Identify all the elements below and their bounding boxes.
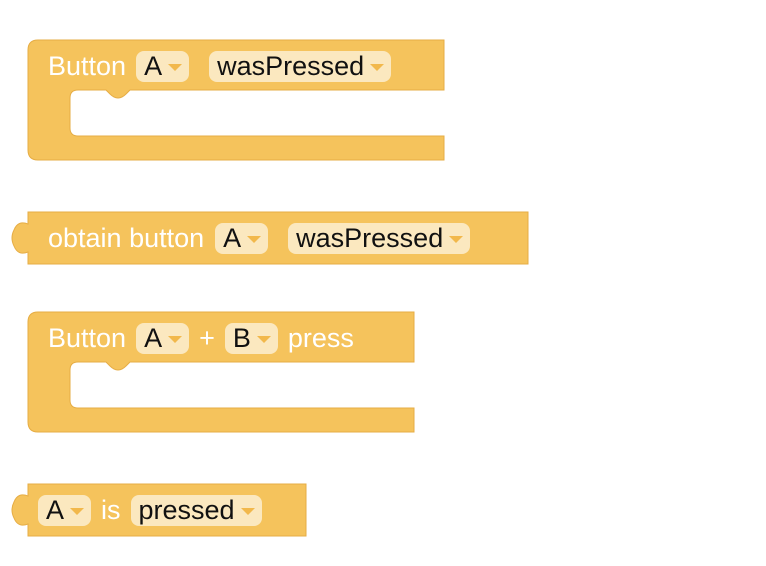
dropdown-value: A [46, 494, 65, 525]
dropdown-arrow-icon [70, 507, 85, 515]
block-label: Button [48, 322, 127, 353]
obtain-button-block: obtain button A wasPressed [48, 218, 471, 258]
dropdown-value: B [232, 322, 251, 353]
block-label: obtain button [48, 222, 205, 253]
button-b-select-dropdown[interactable]: B [224, 322, 278, 354]
dropdown-arrow-icon [370, 63, 385, 71]
button-combo-event-block: Button A + B press [48, 318, 354, 358]
block-label: Button [48, 50, 127, 81]
dropdown-arrow-icon [247, 235, 262, 243]
button-a-select-dropdown[interactable]: A [136, 322, 190, 354]
dropdown-arrow-icon [449, 235, 464, 243]
is-label: is [101, 494, 121, 525]
dropdown-value: wasPressed [217, 50, 365, 81]
button-event-block-1: Button A wasPressed [48, 46, 392, 86]
state-select-dropdown[interactable]: pressed [130, 494, 262, 526]
dropdown-value: A [223, 222, 242, 253]
dropdown-arrow-icon [256, 335, 271, 343]
dropdown-arrow-icon [168, 335, 183, 343]
button-select-dropdown[interactable]: A [38, 494, 92, 526]
dropdown-value: A [144, 50, 163, 81]
button-combo-event-block-shape[interactable] [27, 311, 415, 433]
button-is-pressed-block: A is pressed [38, 490, 262, 530]
plus-label: + [199, 322, 215, 353]
dropdown-value: wasPressed [296, 222, 444, 253]
button-select-dropdown[interactable]: A [136, 50, 190, 82]
dropdown-value: A [144, 322, 163, 353]
event-select-dropdown[interactable]: wasPressed [209, 50, 392, 82]
dropdown-arrow-icon [168, 63, 183, 71]
button-select-dropdown[interactable]: A [215, 222, 269, 254]
event-select-dropdown[interactable]: wasPressed [288, 222, 471, 254]
dropdown-arrow-icon [240, 507, 255, 515]
press-label: press [287, 322, 354, 353]
dropdown-value: pressed [138, 494, 235, 525]
